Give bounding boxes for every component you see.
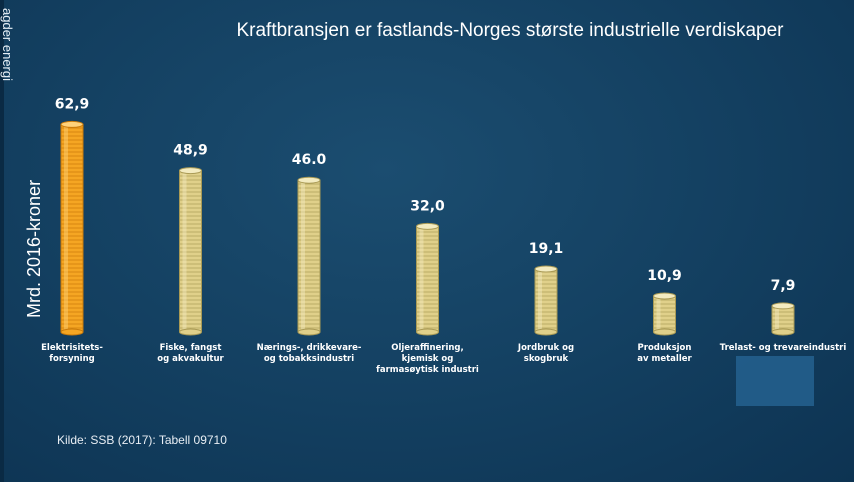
coin-stack-bar	[416, 222, 439, 336]
overlay-box	[736, 356, 814, 406]
value-label: 46.0	[292, 152, 327, 168]
coin-stack-bar	[179, 167, 202, 336]
value-label: 7,9	[771, 278, 796, 294]
category-label: Elektrisitets-forsyning	[41, 343, 103, 364]
coin-stack-bar	[60, 120, 84, 336]
coin-stack-bar	[534, 265, 558, 336]
category-label: Produksjon av metaller	[637, 343, 692, 364]
value-label: 48,9	[173, 143, 208, 159]
value-label: 10,9	[647, 268, 682, 284]
value-label: 32,0	[410, 198, 445, 214]
category-label: Trelast- og trevareindustri	[720, 343, 847, 353]
category-label: Oljeraffinering, kjemisk og farmasøytisk i…	[376, 343, 479, 375]
coin-stack-bar	[771, 302, 795, 336]
left-strip	[0, 0, 4, 482]
category-label: Nærings-, drikkevare-og tobakksindustri	[257, 343, 362, 364]
category-label: Jordbruk og skogbruk	[517, 343, 574, 364]
chart-title: Kraftbransjen er fastlands-Norges størst…	[236, 20, 784, 41]
source-note: Kilde: SSB (2017): Tabell 09710	[57, 433, 227, 447]
coin-stack-bar	[653, 292, 676, 336]
coin-stack-bar	[297, 176, 321, 336]
value-label: 19,1	[529, 241, 564, 257]
category-label: Fiske, fangst og akvakultur	[157, 343, 224, 364]
value-label: 62,9	[55, 96, 90, 112]
